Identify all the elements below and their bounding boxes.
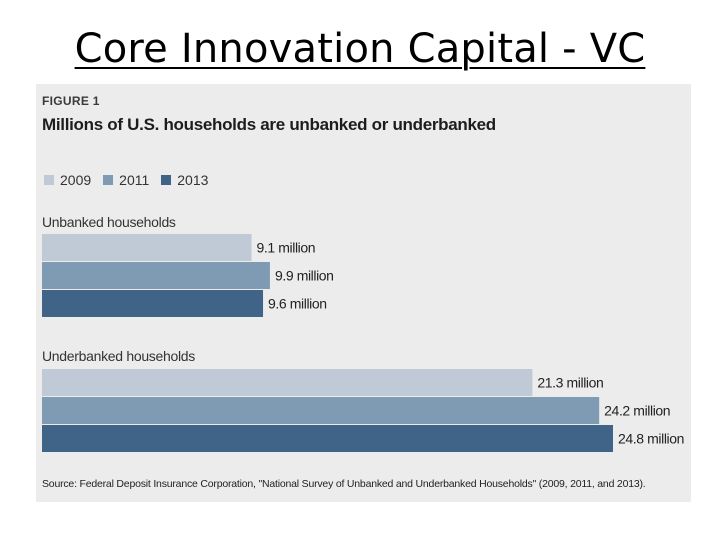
chart-figure: FIGURE 1 Millions of U.S. households are…: [36, 84, 691, 502]
legend-swatch-2009: [44, 175, 54, 185]
bar-unbanked-2013: [42, 290, 264, 317]
chart-legend: 2009 2011 2013: [44, 172, 208, 188]
bar-label-underbanked-2009: 21.3 million: [537, 375, 603, 391]
legend-label-2013: 2013: [177, 172, 209, 188]
legend-item-2013: 2013: [161, 172, 208, 188]
slide-title: Core Innovation Capital - VC: [74, 26, 646, 72]
legend-swatch-2011: [103, 175, 114, 185]
bar-label-unbanked-2013: 9.6 million: [268, 296, 327, 312]
source-note: Source: Federal Deposit Insurance Corpor…: [42, 478, 646, 490]
legend-label-2009: 2009: [60, 172, 92, 188]
legend-swatch-2013: [161, 175, 172, 185]
bars-canvas: 9.1 million 9.9 million 9.6 million 21.3 mi…: [42, 234, 684, 452]
bar-label-unbanked-2011: 9.9 million: [275, 268, 334, 284]
legend-label-2011: 2011: [119, 172, 150, 188]
bar-underbanked-2013: [42, 425, 613, 452]
group-label-unbanked: Unbanked households: [42, 214, 176, 230]
bar-label-unbanked-2009: 9.1 million: [257, 240, 316, 256]
legend-item-2009: 2009: [44, 172, 91, 188]
bar-unbanked-2009: [42, 234, 252, 261]
legend-item-2011: 2011: [103, 172, 149, 188]
bar-underbanked-2011: [42, 397, 600, 424]
bar-label-underbanked-2013: 24.8 million: [618, 431, 684, 447]
bar-label-underbanked-2011: 24.2 million: [604, 403, 670, 419]
bar-unbanked-2011: [42, 262, 270, 289]
chart-title: Millions of U.S. households are unbanked…: [42, 115, 496, 134]
figure-label: FIGURE 1: [42, 94, 100, 108]
bar-underbanked-2009: [42, 369, 533, 396]
group-label-underbanked: Underbanked households: [42, 348, 195, 364]
